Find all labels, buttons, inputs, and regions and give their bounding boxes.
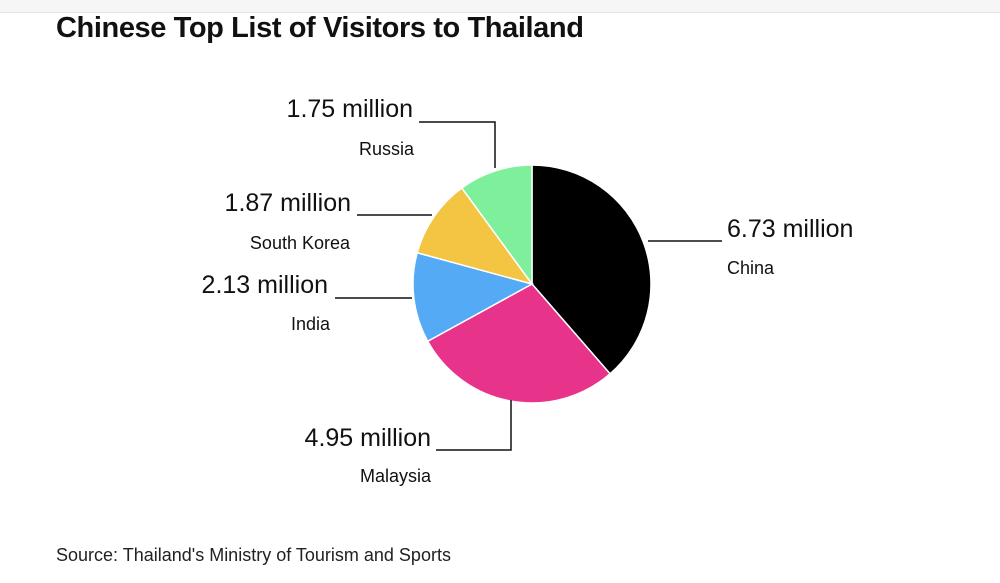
value-label-india: 2.13 million <box>202 271 328 299</box>
category-label-malaysia: Malaysia <box>360 466 432 486</box>
top-rule <box>0 0 1000 13</box>
category-label-russia: Russia <box>359 139 415 159</box>
value-label-malaysia: 4.95 million <box>305 424 431 452</box>
value-label-south-korea: 1.87 million <box>225 189 351 217</box>
pie-slice-russia <box>460 164 533 287</box>
category-label-india: India <box>291 314 331 334</box>
pie-slice-china <box>531 164 652 375</box>
pie-slice-india <box>412 251 534 343</box>
value-label-russia: 1.75 million <box>287 95 413 123</box>
value-label-china: 6.73 million <box>727 215 853 243</box>
chart-title: Chinese Top List of Visitors to Thailand <box>56 12 584 44</box>
category-label-south-korea: South Korea <box>250 233 351 253</box>
leader-line-malaysia <box>436 400 512 451</box>
pie-slice-south-korea <box>416 186 534 286</box>
source-note: Source: Thailand's Ministry of Tourism a… <box>56 545 451 565</box>
leader-line-russia <box>419 121 496 168</box>
category-label-china: China <box>727 258 775 278</box>
